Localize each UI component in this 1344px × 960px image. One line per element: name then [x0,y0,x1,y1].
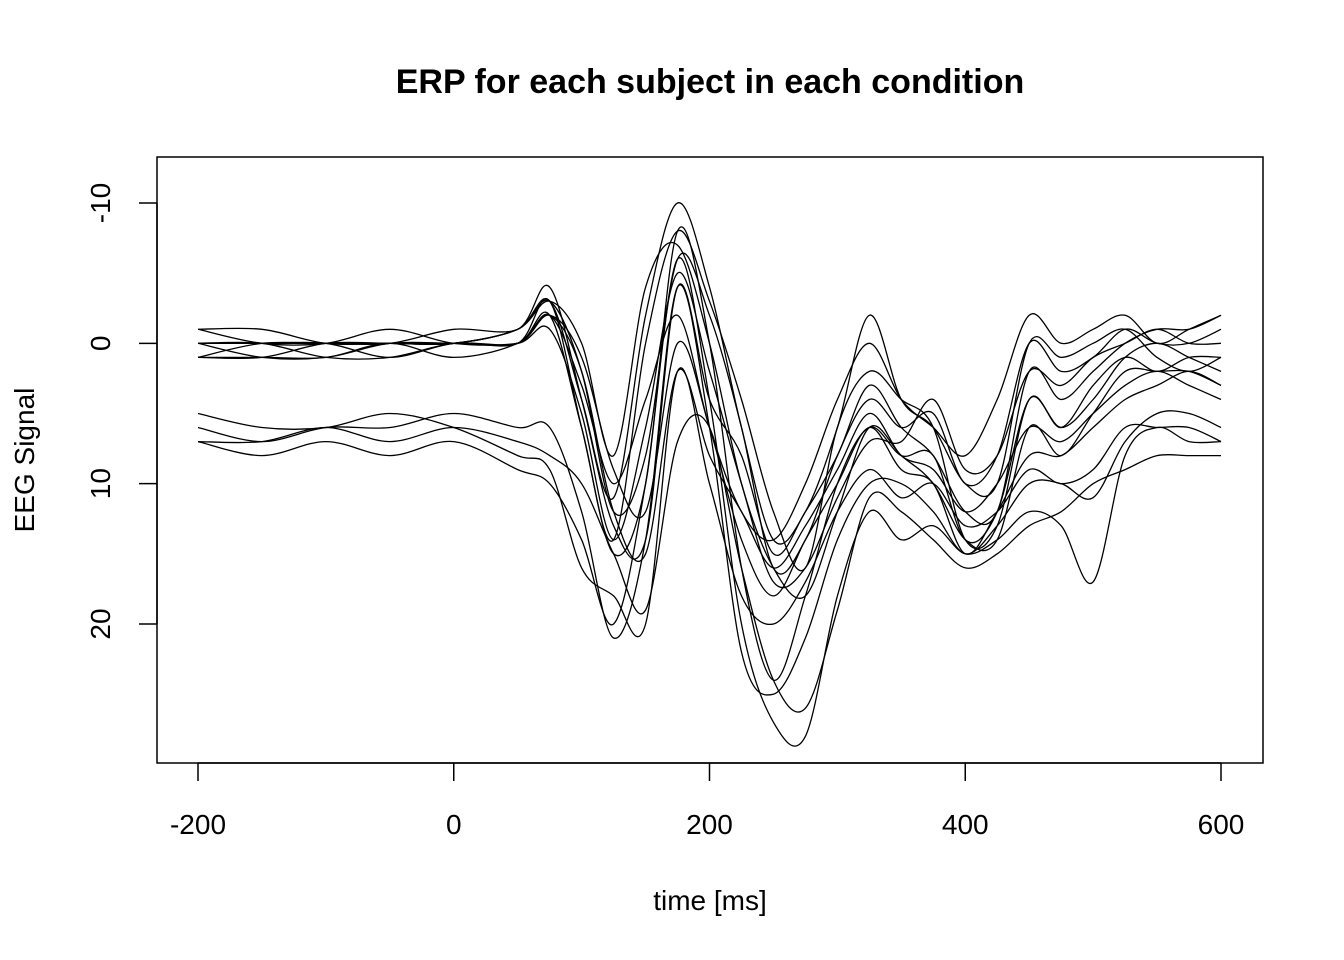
x-tick-label: 600 [1198,809,1245,840]
plot-area-frame [156,156,1264,764]
y-tick-label: 0 [85,336,116,352]
y-tick-label: -10 [85,183,116,223]
erp-trace-9 [197,202,1222,545]
erp-trace-4 [197,241,1222,599]
erp-trace-14 [197,414,1221,713]
x-tick-label: 0 [446,809,462,840]
x-tick-label: -200 [170,809,226,840]
erp-trace-7 [197,314,1222,569]
x-axis-label: time [ms] [653,885,767,916]
x-tick-label: 200 [686,809,733,840]
y-axis-label: EEG Signal [9,388,40,533]
erp-trace-12 [197,257,1222,747]
erp-trace-10 [197,314,1222,597]
erp-trace-6 [198,226,1222,681]
trace-group [197,202,1222,747]
y-tick-label: 20 [85,608,116,639]
chart-title: ERP for each subject in each condition [396,63,1025,101]
erp-trace-13 [197,367,1222,638]
x-tick-label: 400 [942,809,989,840]
y-tick-label: 10 [85,468,116,499]
x-axis: -200 0 200 400 600 [170,762,1245,840]
y-axis: -10 0 10 20 [85,183,158,640]
